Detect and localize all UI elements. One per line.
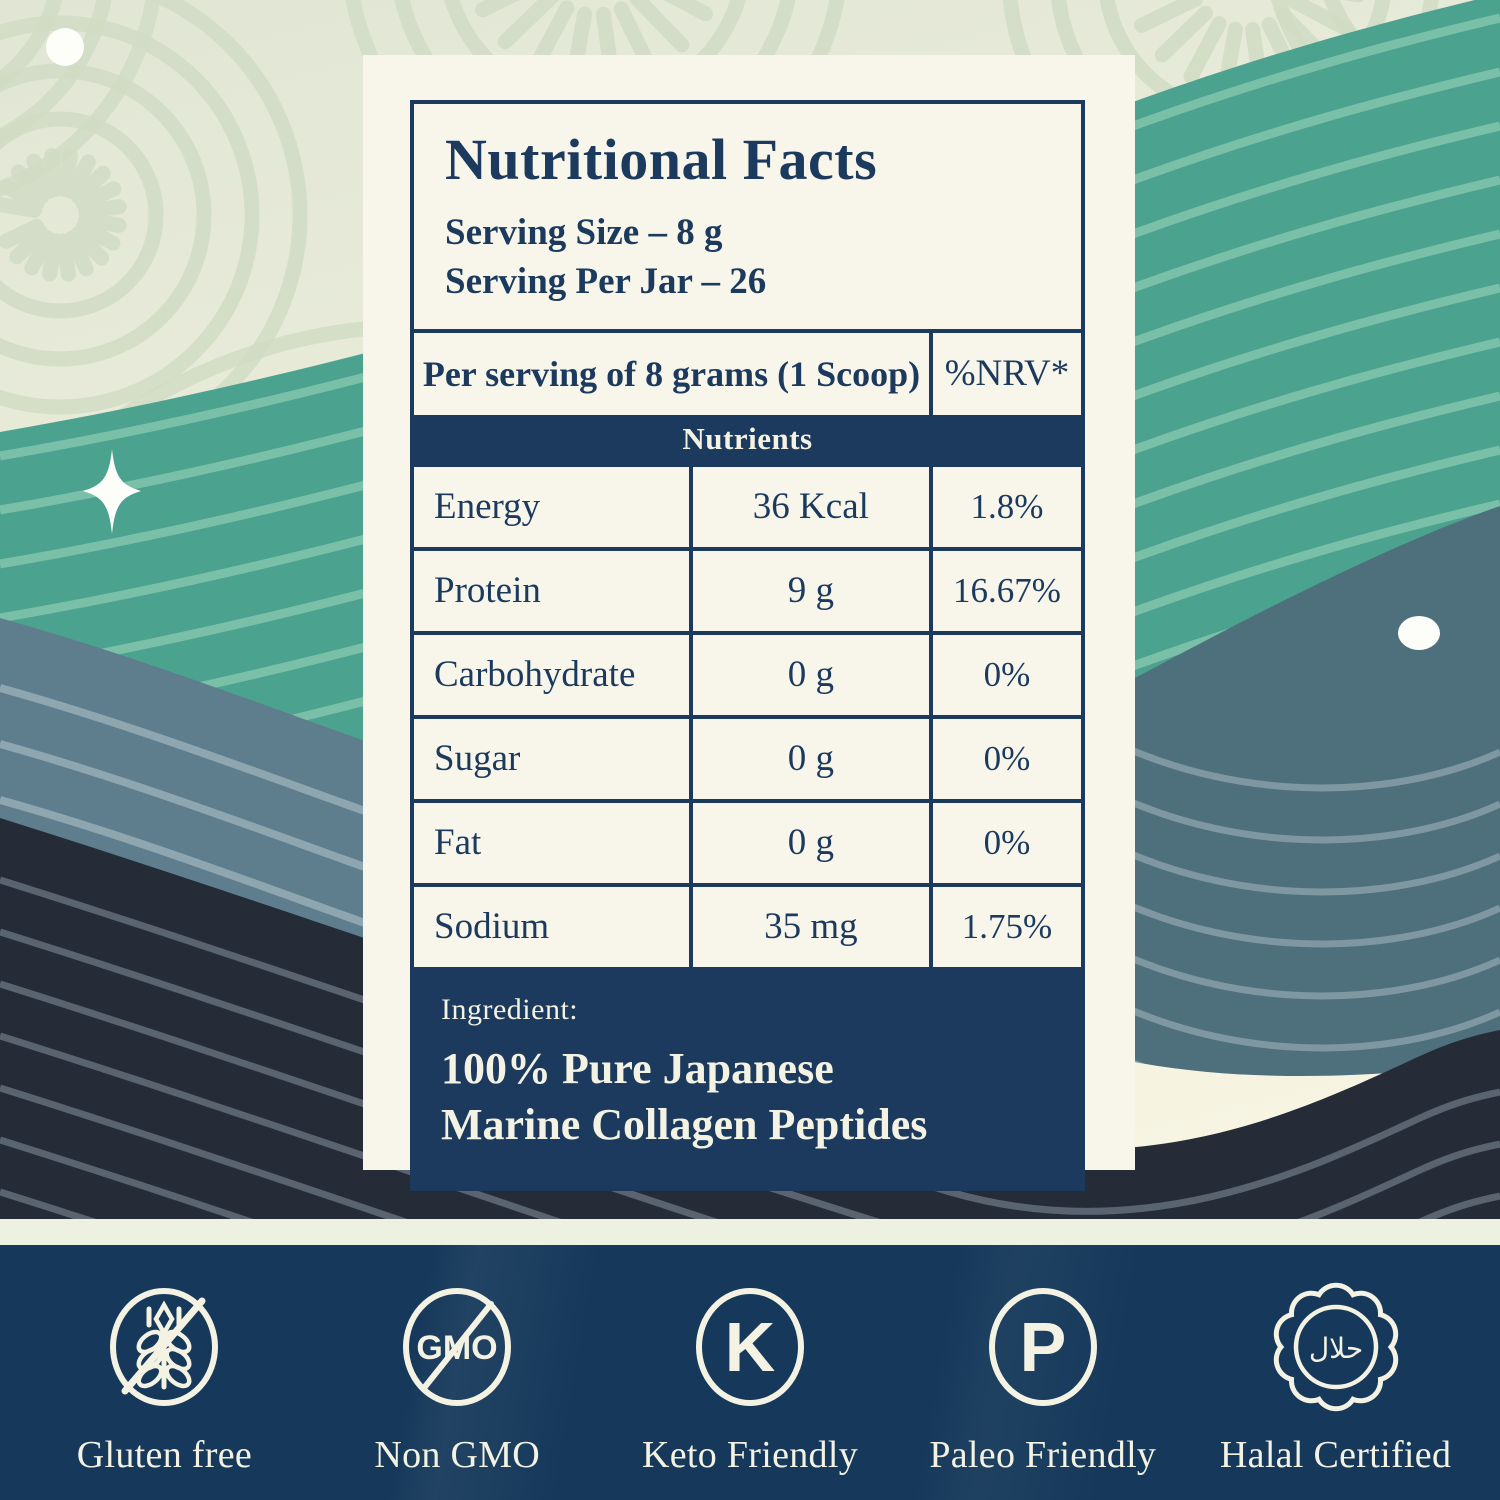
keto-icon: K [688,1285,812,1409]
ingredient-section: Ingredient: 100% Pure Japanese Marine Co… [414,966,1081,1188]
nutrient-amount: 9 g [688,550,929,631]
ingredient-line-2: Marine Collagen Peptides [441,1099,928,1149]
nutrient-name: Fat [434,822,482,864]
serving-per-jar: Serving Per Jar – 26 [445,260,767,302]
panel-title: Nutritional Facts [445,127,878,192]
nutrient-row: Sugar 0 g 0% [414,714,1081,799]
table-header-row: Per serving of 8 grams (1 Scoop) %NRV* [414,332,1081,415]
badge-label: Non GMO [374,1434,541,1476]
badge-halal: حلال Halal Certified [1189,1245,1482,1500]
badge-label: Gluten free [76,1434,253,1476]
nutrient-name: Sugar [434,738,521,780]
badge-non-gmo: GMO Non GMO [311,1245,604,1500]
nutrient-amount: 0 g [688,718,929,799]
nutrition-card: Nutritional Facts Serving Size – 8 g Ser… [363,55,1135,1192]
nutrient-nrv: 1.75% [928,886,1081,967]
nutrient-name: Protein [434,570,541,612]
badge-paleo: P Paleo Friendly [896,1245,1189,1500]
halal-icon: حلال [1273,1282,1398,1412]
ingredient-value: 100% Pure Japanese Marine Collagen Pepti… [441,1041,1061,1154]
nutrient-nrv: 0% [928,718,1081,799]
nutrition-label: Nutritional Facts Serving Size – 8 g Ser… [410,100,1085,1192]
nutrient-nrv: 0% [928,634,1081,715]
badge-label: Paleo Friendly [929,1434,1157,1476]
paleo-icon: P [981,1285,1105,1409]
nutrient-amount: 36 Kcal [688,466,929,547]
serving-size: Serving Size – 8 g [445,211,723,253]
per-serving-header: Per serving of 8 grams (1 Scoop) [422,353,921,394]
badge-label: Halal Certified [1219,1434,1452,1476]
nutrient-row: Carbohydrate 0 g 0% [414,630,1081,715]
nrv-header: %NRV* [928,332,1081,415]
badge-keto: K Keto Friendly [604,1245,897,1500]
nutrient-amount: 35 mg [688,886,929,967]
keto-letter: K [725,1308,776,1386]
nutrients-section-header: Nutrients [414,414,1081,463]
halal-arabic-text: حلال [1308,1332,1362,1365]
ingredient-line-1: 100% Pure Japanese [441,1043,834,1093]
nutrient-amount: 0 g [688,802,929,883]
nutrient-row: Fat 0 g 0% [414,798,1081,883]
gluten-free-icon [102,1285,226,1409]
paleo-letter: P [1019,1308,1066,1386]
badge-label: Keto Friendly [641,1434,859,1476]
nutrient-row: Sodium 35 mg 1.75% [414,882,1081,967]
nutrient-name: Energy [434,486,541,528]
nutrient-nrv: 0% [928,802,1081,883]
label-title-section: Nutritional Facts Serving Size – 8 g Ser… [414,104,1081,333]
ingredient-label: Ingredient: [441,992,579,1026]
non-gmo-icon: GMO [395,1285,519,1409]
nutrient-nrv: 16.67% [928,550,1081,631]
nutrient-row: Energy 36 Kcal 1.8% [414,462,1081,547]
nutrient-amount: 0 g [688,634,929,715]
nutrient-row: Protein 9 g 16.67% [414,546,1081,631]
badge-gluten-free: Gluten free [18,1245,311,1500]
nutrient-name: Carbohydrate [434,654,636,696]
nutrient-name: Sodium [434,906,550,948]
nutrient-nrv: 1.8% [928,466,1081,547]
certification-bar: Gluten free GMO Non GMO K Keto Friendly [0,1245,1500,1500]
